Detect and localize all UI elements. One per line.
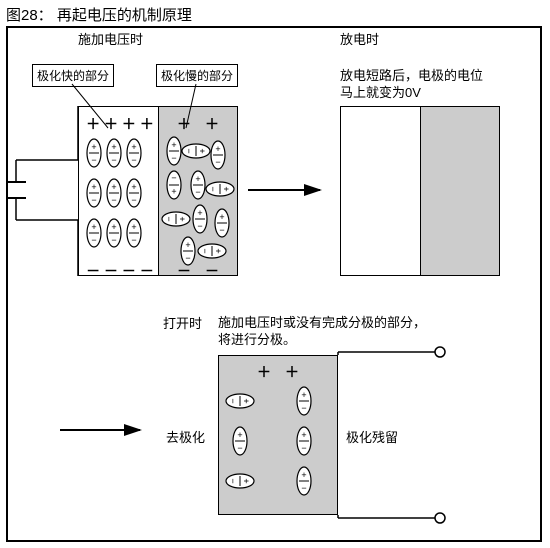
note-open: 施加电压时或没有完成分极的部分， 将进行分极。: [218, 315, 426, 349]
minus-slow: － －: [162, 261, 234, 281]
heading-apply: 施加电压时: [78, 32, 143, 49]
callout-slow: 极化慢的部分: [156, 64, 238, 87]
panel-discharge-inner: [420, 106, 500, 276]
heading-open: 打开时: [163, 316, 202, 333]
heading-discharge: 放电时: [340, 32, 379, 49]
page: 图28： 再起电压的机制原理 施加电压时 放电时 打开时 施加电压时或没有完成分…: [0, 0, 550, 548]
plus-fast: ＋ ＋ ＋ ＋: [82, 114, 158, 134]
label-residual: 极化残留: [346, 430, 398, 447]
plus-slow: ＋ ＋: [162, 114, 234, 134]
note-discharge: 放电短路后，电极的电位 马上就变为0V: [340, 68, 483, 102]
callout-fast: 极化快的部分: [32, 64, 114, 87]
figure-title: 图28： 再起电压的机制原理: [6, 4, 192, 25]
minus-fast: － － － －: [82, 261, 158, 281]
label-depolarize: 去极化: [166, 430, 205, 447]
plus-open: ＋ ＋: [222, 362, 334, 382]
